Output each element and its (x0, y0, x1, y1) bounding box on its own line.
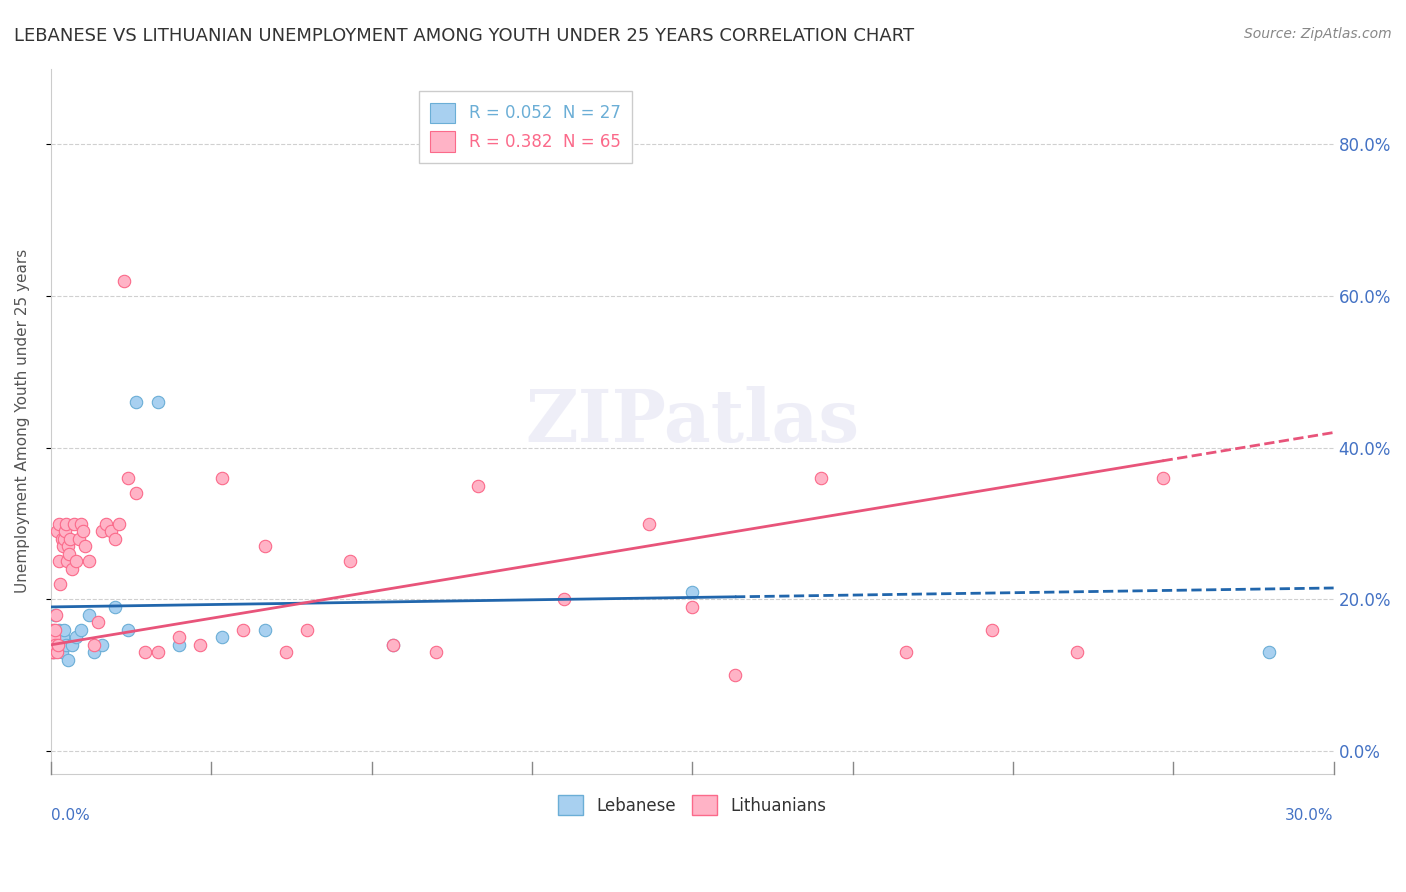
Point (56, 554, 79, 568)
Point (56, 653, 79, 667)
Y-axis label: Unemployment Among Youth under 25 years: Unemployment Among Youth under 25 years (15, 249, 30, 593)
Point (44, 638, 66, 652)
Point (134, 645, 156, 659)
Point (51, 532, 73, 546)
Point (104, 599, 127, 614)
Point (104, 532, 127, 546)
Point (167, 638, 190, 652)
Point (232, 623, 254, 637)
Point (73, 539, 96, 553)
Point (52, 623, 75, 637)
Point (894, 645, 917, 659)
Point (467, 478, 489, 492)
Point (810, 471, 832, 485)
Text: 0.0%: 0.0% (51, 808, 90, 823)
Point (638, 516, 661, 531)
Point (51, 645, 73, 659)
Point (65, 630, 87, 644)
Point (48, 554, 70, 568)
Point (190, 638, 212, 652)
Point (72, 524, 94, 538)
Point (79, 554, 101, 568)
Point (52, 532, 75, 546)
Point (56, 539, 79, 553)
Point (46, 524, 69, 538)
Text: LEBANESE VS LITHUANIAN UNEMPLOYMENT AMONG YOUTH UNDER 25 YEARS CORRELATION CHART: LEBANESE VS LITHUANIAN UNEMPLOYMENT AMON… (14, 27, 914, 45)
Point (46, 638, 69, 652)
Point (69, 516, 91, 531)
Point (60, 562, 83, 576)
Point (96, 516, 118, 531)
Text: 30.0%: 30.0% (1285, 808, 1334, 823)
Point (91, 638, 114, 652)
Point (60, 638, 83, 652)
Point (46, 630, 69, 644)
Point (117, 471, 139, 485)
Point (125, 395, 148, 409)
Point (1066, 645, 1088, 659)
Point (79, 607, 101, 622)
Point (681, 599, 703, 614)
Point (44, 623, 66, 637)
Point (108, 516, 131, 531)
Point (339, 554, 361, 568)
Point (146, 645, 169, 659)
Point (100, 524, 122, 538)
Point (980, 623, 1002, 637)
Point (48, 638, 70, 652)
Text: ZIPatlas: ZIPatlas (526, 385, 859, 457)
Point (41, 645, 63, 659)
Point (211, 471, 233, 485)
Point (83, 645, 105, 659)
Point (44, 645, 66, 659)
Point (41, 638, 63, 652)
Point (91, 524, 114, 538)
Point (724, 668, 747, 682)
Point (52, 630, 75, 644)
Point (45, 645, 67, 659)
Point (1152, 471, 1174, 485)
Point (44, 607, 66, 622)
Point (125, 486, 148, 500)
Point (87, 615, 110, 629)
Legend: Lebanese, Lithuanians: Lebanese, Lithuanians (551, 789, 834, 822)
Point (41, 623, 63, 637)
Point (42, 638, 65, 652)
Point (381, 638, 404, 652)
Point (65, 554, 87, 568)
Point (63, 516, 86, 531)
Point (52, 539, 75, 553)
Point (55, 516, 77, 531)
Point (42, 630, 65, 644)
Point (681, 584, 703, 599)
Point (167, 630, 190, 644)
Point (274, 645, 297, 659)
Text: Source: ZipAtlas.com: Source: ZipAtlas.com (1244, 27, 1392, 41)
Point (55, 638, 77, 652)
Point (117, 623, 139, 637)
Point (42, 645, 65, 659)
Point (42, 638, 65, 652)
Point (49, 577, 72, 591)
Point (112, 274, 135, 288)
Point (146, 395, 169, 409)
Point (53, 524, 76, 538)
Point (297, 623, 319, 637)
Point (45, 607, 67, 622)
Point (48, 516, 70, 531)
Point (253, 623, 276, 637)
Point (69, 623, 91, 637)
Point (48, 623, 70, 637)
Point (253, 539, 276, 553)
Point (59, 532, 82, 546)
Point (211, 630, 233, 644)
Point (44, 630, 66, 644)
Point (381, 638, 404, 652)
Point (67, 532, 90, 546)
Point (553, 592, 575, 607)
Point (83, 638, 105, 652)
Point (1258, 645, 1281, 659)
Point (425, 645, 447, 659)
Point (58, 547, 80, 561)
